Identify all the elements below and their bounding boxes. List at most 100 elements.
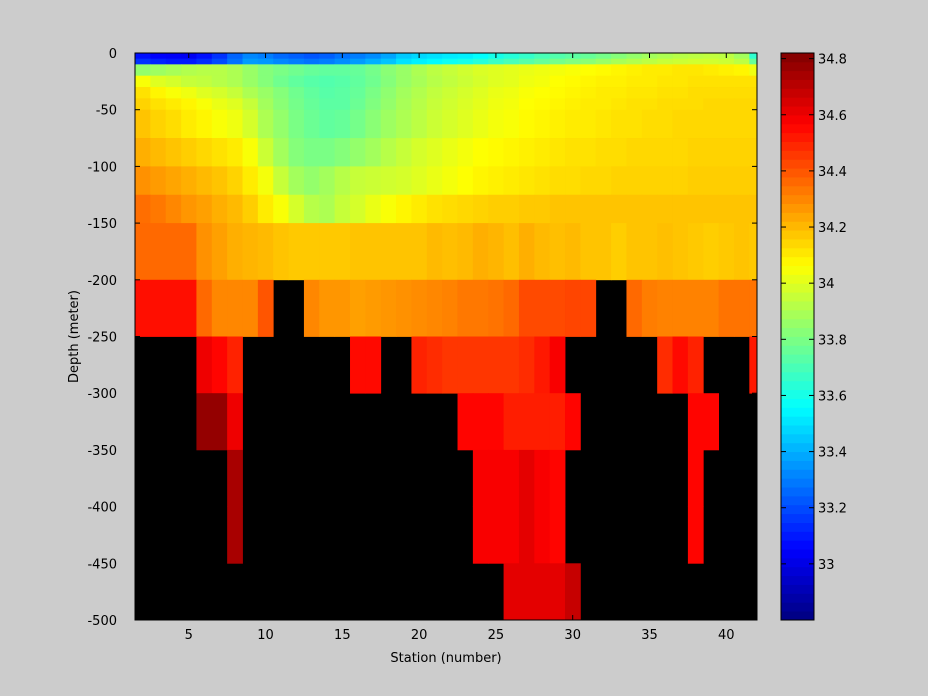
heatmap-cell — [242, 194, 259, 224]
heatmap-cell — [472, 64, 489, 77]
heatmap-cell — [365, 223, 382, 281]
colorbar-segment — [781, 61, 814, 72]
heatmap-cell — [549, 393, 566, 451]
heatmap-cell — [749, 194, 758, 224]
heatmap-cell — [611, 87, 627, 99]
colorbar-segment — [781, 451, 814, 461]
heatmap-cell — [457, 98, 474, 111]
heatmap-cell — [442, 166, 458, 196]
colorbar-segment — [781, 301, 814, 311]
heatmap-cell — [181, 98, 197, 111]
heatmap-cell — [549, 75, 566, 88]
heatmap-cell — [503, 138, 520, 167]
heatmap-cell — [657, 53, 673, 60]
heatmap-cell — [380, 223, 397, 281]
heatmap-cell — [257, 75, 274, 88]
heatmap-cell — [334, 109, 351, 139]
colorbar-segment — [781, 132, 814, 142]
heatmap-cell — [442, 87, 458, 99]
colorbar-tick-label: 34 — [818, 277, 835, 292]
heatmap-cell — [303, 109, 320, 139]
heatmap-cell — [257, 58, 274, 65]
heatmap-cell — [411, 87, 428, 99]
heatmap-cell — [534, 98, 551, 111]
colorbar-segment — [781, 363, 814, 373]
heatmap-cell — [687, 64, 704, 77]
heatmap-cell — [749, 58, 758, 65]
heatmap-cell — [518, 194, 535, 224]
heatmap-cell — [733, 58, 750, 65]
heatmap-cell — [396, 223, 412, 281]
heatmap-cell — [227, 53, 243, 60]
heatmap-cell — [534, 53, 551, 60]
heatmap-cell — [196, 223, 213, 281]
heatmap-cell — [365, 109, 382, 139]
heatmap-cell — [365, 279, 382, 337]
heatmap-cell — [273, 75, 289, 88]
heatmap-cell — [227, 138, 243, 167]
heatmap-cell — [135, 279, 197, 337]
colorbar-segment — [781, 407, 814, 417]
heatmap-cell — [457, 109, 474, 139]
heatmap-cell — [257, 138, 274, 167]
heatmap-cell — [350, 58, 366, 65]
heatmap-cell — [334, 98, 351, 111]
heatmap-cell — [396, 58, 412, 65]
heatmap-cell — [196, 64, 213, 77]
heatmap-cell — [319, 87, 336, 99]
heatmap-cell — [565, 98, 581, 111]
heatmap-cell — [350, 279, 366, 337]
heatmap-cell — [518, 53, 535, 60]
colorbar-segment — [781, 318, 814, 329]
heatmap-cell — [396, 87, 412, 99]
heatmap-cell — [488, 393, 504, 451]
heatmap-cell — [273, 98, 289, 111]
heatmap-cell — [319, 138, 336, 167]
heatmap-cell — [718, 223, 735, 281]
heatmap-cell — [181, 166, 197, 196]
heatmap-cell — [319, 279, 336, 337]
heatmap-cell — [288, 98, 305, 111]
heatmap-cell — [595, 166, 612, 196]
heatmap-cell — [626, 109, 643, 139]
heatmap-cell — [257, 194, 274, 224]
heatmap-cell — [472, 87, 489, 99]
colorbar-segment — [781, 239, 814, 249]
heatmap-cell — [657, 58, 673, 65]
heatmap-cell — [580, 98, 597, 111]
colorbar-segment — [781, 212, 814, 222]
heatmap-cell — [396, 53, 412, 60]
heatmap-cell — [534, 336, 551, 394]
heatmap-cell — [288, 75, 305, 88]
heatmap-cell — [150, 98, 167, 111]
heatmap-cell — [488, 109, 504, 139]
heatmap-cell — [135, 75, 151, 88]
heatmap-cell — [733, 98, 750, 111]
heatmap-cell — [426, 98, 443, 111]
colorbar-tick-label: 33.2 — [818, 502, 847, 517]
heatmap-cell — [288, 138, 305, 167]
heatmap-cell — [135, 87, 151, 99]
heatmap-cell — [227, 449, 243, 507]
heatmap-cell — [165, 194, 182, 224]
heatmap-cell — [657, 87, 673, 99]
heatmap-cell — [488, 279, 504, 337]
heatmap-cell — [733, 64, 750, 77]
heatmap-cell — [580, 223, 597, 281]
heatmap-cell — [472, 138, 489, 167]
heatmap-cell — [426, 223, 443, 281]
heatmap-cell — [211, 98, 228, 111]
heatmap-cell — [503, 223, 520, 281]
heatmap-cell — [472, 58, 489, 65]
heatmap-cell — [672, 194, 689, 224]
heatmap-cell — [488, 449, 504, 507]
heatmap-cell — [319, 64, 336, 77]
colorbar-segment — [781, 265, 814, 275]
heatmap-cell — [426, 194, 443, 224]
heatmap-cell — [211, 194, 228, 224]
heatmap-cell — [396, 109, 412, 139]
heatmap-cell — [749, 109, 758, 139]
colorbar-segment — [781, 194, 814, 205]
heatmap-cell — [365, 75, 382, 88]
heatmap-cell — [687, 506, 704, 564]
